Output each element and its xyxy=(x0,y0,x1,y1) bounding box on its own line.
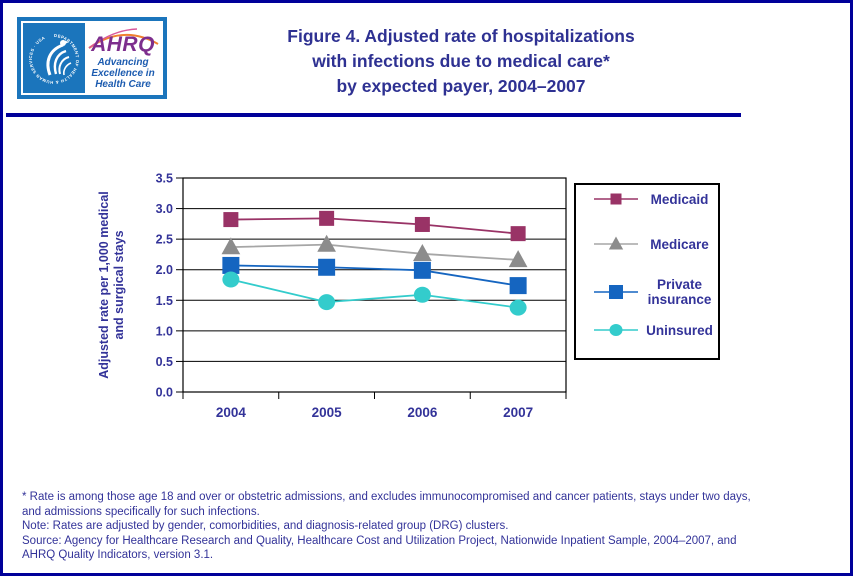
x-axis-label: 2007 xyxy=(503,405,533,420)
legend-item-medicare: Medicare xyxy=(594,229,716,259)
legend-label: Private insurance xyxy=(647,277,712,307)
legend-label: Medicaid xyxy=(650,191,709,207)
marker-circle-uninsured xyxy=(222,271,240,288)
marker-circle-uninsured xyxy=(413,286,431,303)
series-line-medicaid xyxy=(230,217,519,235)
series-line-uninsured xyxy=(230,278,519,309)
swoosh-icon xyxy=(88,28,159,49)
hhs-eagle-icon: DEPARTMENT OF HEALTH & HUMAN SERVICES · … xyxy=(28,33,80,85)
footnotes: * Rate is among those age 18 and over or… xyxy=(22,490,844,563)
source-line: AHRQ Quality Indicators, version 3.1. xyxy=(22,549,214,562)
logo-frame: DEPARTMENT OF HEALTH & HUMAN SERVICES · … xyxy=(21,21,163,95)
marker-square-private-insurance xyxy=(413,261,431,279)
marker-square-private-insurance xyxy=(222,256,240,274)
legend-marker-circle-icon xyxy=(594,324,638,336)
y-axis-title: Adjusted rate per 1,000 medical xyxy=(97,191,111,379)
figure-title-line2: with infections due to medical care* xyxy=(312,51,610,71)
svg-text:DEPARTMENT OF HEALTH & HUMAN S: DEPARTMENT OF HEALTH & HUMAN SERVICES · … xyxy=(28,33,80,85)
legend-marker-triangle-icon xyxy=(594,236,638,250)
note-line: Note: Rates are adjusted by gender, como… xyxy=(22,520,509,533)
legend-label: Uninsured xyxy=(646,322,713,338)
y-tick-label: 2.0 xyxy=(156,263,173,277)
plot-border xyxy=(182,177,567,393)
marker-circle-uninsured xyxy=(509,299,527,316)
footnote-line: * Rate is among those age 18 and over or… xyxy=(22,491,751,503)
marker-triangle-medicare xyxy=(608,236,624,250)
x-axis-label: 2005 xyxy=(312,405,343,420)
y-tick-label: 0.0 xyxy=(156,386,173,400)
figure-title-line3: by expected payer, 2004–2007 xyxy=(336,76,586,96)
tagline-line: Advancing xyxy=(97,57,149,68)
marker-triangle-medicare xyxy=(221,237,241,255)
y-tick-label: 1.0 xyxy=(156,324,173,338)
legend-item-medicaid: Medicaid xyxy=(594,184,716,214)
chart-legend: Medicaid Medicare Private insurance Uninsur… xyxy=(574,183,720,360)
marker-square-private-insurance xyxy=(318,258,336,276)
series-line-medicare xyxy=(230,243,519,261)
legend-item-private-insurance: Private insurance xyxy=(594,277,716,307)
legend-item-uninsured: Uninsured xyxy=(594,315,716,345)
marker-square-private-insurance xyxy=(609,285,623,299)
legend-marker-square-icon xyxy=(594,193,638,205)
legend-label: Medicare xyxy=(650,236,709,252)
y-tick-label: 3.0 xyxy=(156,202,173,216)
marker-triangle-medicare xyxy=(413,243,432,261)
y-tick-label: 1.5 xyxy=(156,294,173,308)
marker-square-medicaid xyxy=(223,212,239,228)
payer-trend-line-chart: 0.0 0.5 1.0 1.5 2.0 2.5 3.0 3.5 2004 2005 2006 2007… xyxy=(97,172,567,420)
footnote-line: and admissions specifically for such inf… xyxy=(22,505,260,518)
y-axis-title: and surgical stays xyxy=(112,230,126,339)
marker-square-medicaid xyxy=(319,210,335,226)
marker-circle-uninsured xyxy=(318,294,336,311)
ahrq-tagline: Advancing Excellence in Health Care xyxy=(85,57,161,90)
ahrq-wordmark: AHRQ Advancing Excellence in Health Care xyxy=(85,23,161,93)
hhs-ahrq-logo: DEPARTMENT OF HEALTH & HUMAN SERVICES · … xyxy=(17,17,167,99)
marker-square-medicaid xyxy=(610,193,622,205)
marker-circle-uninsured xyxy=(609,324,623,336)
source-line: Source: Agency for Healthcare Research a… xyxy=(22,534,737,547)
y-tick-label: 3.5 xyxy=(156,172,173,186)
tagline-line: Excellence in xyxy=(91,68,155,79)
legend-marker-square-icon xyxy=(594,285,638,299)
marker-square-private-insurance xyxy=(509,277,527,295)
y-tick-label: 2.5 xyxy=(156,233,173,247)
x-axis-label: 2004 xyxy=(216,405,247,420)
ahrq-acronym: AHRQ xyxy=(91,33,155,56)
x-axis-label: 2006 xyxy=(407,405,438,420)
tagline-line: Health Care xyxy=(95,79,151,90)
header-divider xyxy=(6,113,741,117)
marker-square-medicaid xyxy=(510,226,526,242)
marker-triangle-medicare xyxy=(508,250,528,268)
figure-title: Figure 4. Adjusted rate of hospitalizati… xyxy=(181,24,741,99)
hhs-seal: DEPARTMENT OF HEALTH & HUMAN SERVICES · … xyxy=(23,23,85,93)
series-line-private-insurance xyxy=(230,264,519,287)
figure-title-line1: Figure 4. Adjusted rate of hospitalizati… xyxy=(287,26,635,46)
marker-square-medicaid xyxy=(414,216,430,232)
marker-triangle-medicare xyxy=(317,234,336,252)
y-tick-label: 0.5 xyxy=(156,355,173,369)
